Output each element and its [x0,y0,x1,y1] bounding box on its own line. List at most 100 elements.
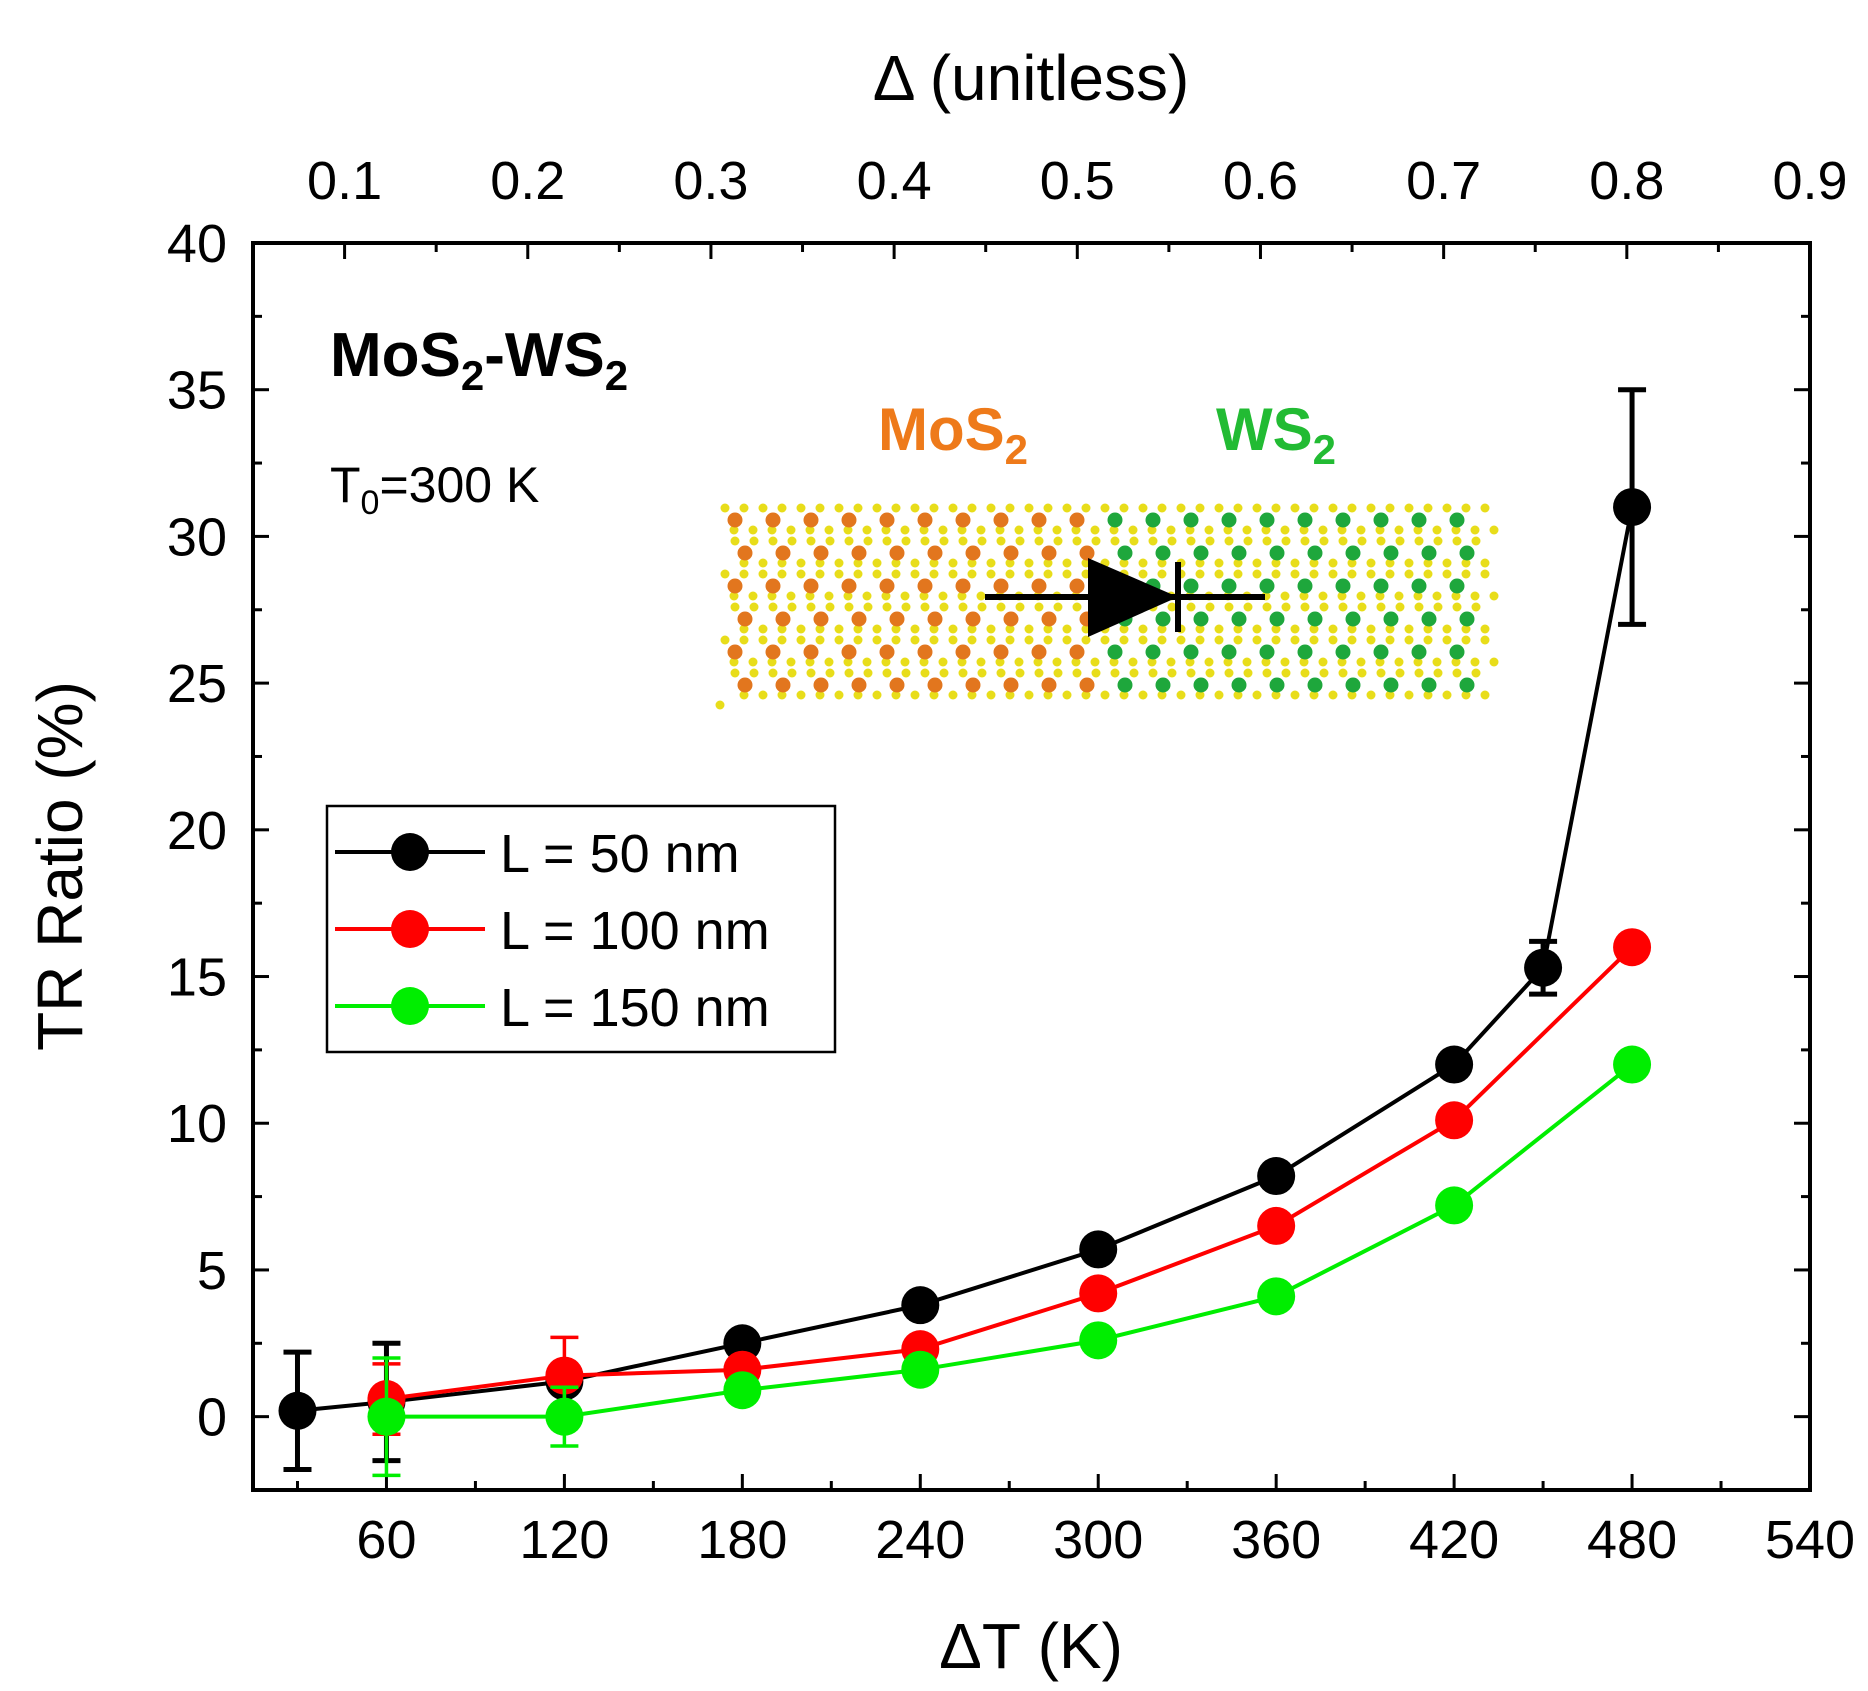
sulfur-atom [730,536,740,546]
data-point [545,1356,584,1395]
sulfur-atom [834,624,844,634]
sulfur-atom [1281,668,1291,678]
sulfur-atom [1176,690,1186,700]
sulfur-atom [1290,503,1300,513]
sulfur-atom [1309,558,1319,568]
molybdenum-atom [737,677,753,693]
sulfur-atom [1052,657,1062,667]
sulfur-atom [1100,503,1110,513]
sulfur-atom [948,690,958,700]
tungsten-atom [1183,644,1199,660]
sulfur-atom [815,558,825,568]
sulfur-atom [787,668,797,678]
sulfur-atom [1414,602,1424,612]
sulfur-atom [900,591,910,601]
tungsten-atom [1193,545,1209,561]
x-tick-label: 240 [875,1510,965,1570]
molybdenum-atom [927,611,943,627]
system-label-sub2: 2 [605,352,628,399]
tungsten-atom [1155,611,1171,627]
sulfur-atom [1034,668,1044,678]
sulfur-atom [958,668,968,678]
sulfur-atom [872,635,882,645]
tungsten-atom [1459,611,1475,627]
sulfur-atom [1376,668,1386,678]
sulfur-atom [1195,635,1205,645]
sulfur-atom [1328,635,1338,645]
molybdenum-atom [879,644,895,660]
sulfur-atom [1337,591,1347,601]
sulfur-atom [796,635,806,645]
data-point [1435,1101,1474,1140]
sulfur-atom [720,635,730,645]
molybdenum-atom [889,677,905,693]
sulfur-atom [1024,624,1034,634]
sulfur-atom [957,591,967,601]
sulfur-atom [767,591,777,601]
sulfur-atom [834,503,844,513]
y-tick-label: 25 [167,654,227,714]
t0-label-sub: 0 [361,484,380,522]
sulfur-atom [1356,591,1366,601]
sulfur-atom [1280,657,1290,667]
sulfur-atom [1005,690,1015,700]
y-tick-label: 0 [197,1388,227,1448]
sulfur-atom [939,602,949,612]
molybdenum-atom [1041,611,1057,627]
sulfur-atom [948,569,958,579]
tungsten-atom [1373,578,1389,594]
sulfur-atom [1461,624,1471,634]
sulfur-atom [919,657,929,667]
sulfur-atom [843,525,853,535]
x-tick-label: 420 [1409,1510,1499,1570]
sulfur-atom [1024,503,1034,513]
sulfur-atom [1375,657,1385,667]
molybdenum-atom [851,611,867,627]
sulfur-atom [1186,668,1196,678]
sulfur-atom [891,624,901,634]
sulfur-atom [948,635,958,645]
sulfur-atom [815,635,825,645]
sulfur-atom [900,657,910,667]
tungsten-atom [1421,677,1437,693]
y-tick-label: 20 [167,801,227,861]
sulfur-atom [929,624,939,634]
sulfur-atom [715,700,725,710]
sulfur-atom [777,558,787,568]
data-point [1079,1321,1118,1360]
sulfur-atom [1243,668,1253,678]
sulfur-atom [1328,558,1338,568]
molybdenum-atom [1031,578,1047,594]
tungsten-atom [1221,512,1237,528]
sulfur-atom [844,536,854,546]
sulfur-atom [1319,668,1329,678]
sulfur-atom [862,525,872,535]
sulfur-atom [1480,624,1490,634]
sulfur-atom [1433,668,1443,678]
molybdenum-atom [1079,545,1095,561]
right-material-text: WS [1216,396,1313,463]
molybdenum-atom [851,677,867,693]
sulfur-atom [1413,525,1423,535]
sulfur-atom [1432,525,1442,535]
sulfur-atom [901,536,911,546]
legend: L = 50 nm L = 100 nm L = 150 nm [325,804,837,1054]
series-3 [367,1045,1652,1478]
x2-tick-label: 0.4 [857,151,932,211]
sulfur-atom [986,624,996,634]
sulfur-atom [1404,558,1414,568]
sulfur-atom [1033,657,1043,667]
sulfur-atom [853,635,863,645]
sulfur-atom [1376,536,1386,546]
sulfur-atom [834,635,844,645]
sulfur-atom [948,624,958,634]
tungsten-atom [1297,644,1313,660]
system-label-sub1: 2 [461,352,484,399]
tungsten-atom [1307,611,1323,627]
data-point [901,1350,940,1389]
sulfur-atom [1204,525,1214,535]
tungsten-atom [1421,611,1437,627]
sulfur-atom [1461,569,1471,579]
sulfur-atom [1157,690,1167,700]
sulfur-atom [939,536,949,546]
